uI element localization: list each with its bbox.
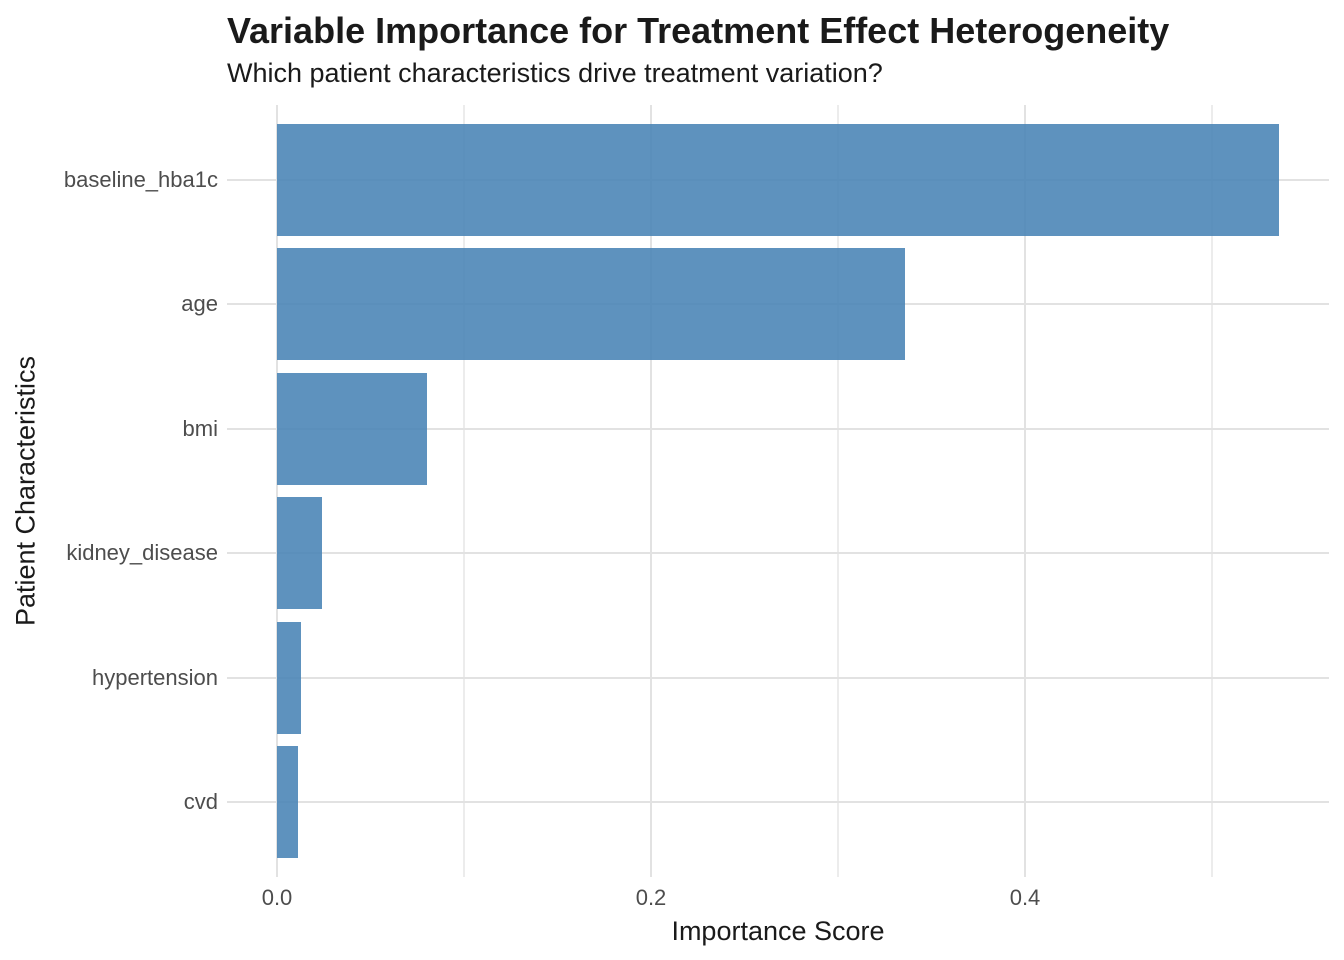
gridline-y-major — [227, 427, 1329, 430]
bar-age — [277, 248, 906, 361]
y-tick-label-baseline_hba1c: baseline_hba1c — [63, 166, 218, 192]
chart-subtitle: Which patient characteristics drive trea… — [227, 58, 883, 88]
gridline-y-major — [227, 552, 1329, 555]
chart-title: Variable Importance for Treatment Effect… — [227, 10, 1170, 51]
y-tick-label-kidney_disease: kidney_disease — [66, 540, 218, 566]
x-tick-label: 0.4 — [1009, 885, 1041, 910]
gridline-y-major — [227, 676, 1329, 679]
gridline-x-major — [276, 105, 278, 877]
y-tick-label-cvd: cvd — [183, 789, 218, 815]
gridline-x-major — [1024, 105, 1026, 877]
y-tick-label-bmi: bmi — [182, 415, 218, 441]
x-axis-title: Importance Score — [671, 916, 885, 946]
bar-baseline_hba1c — [277, 123, 1280, 236]
bar-hypertension — [277, 621, 302, 734]
y-tick-label-hypertension: hypertension — [92, 664, 218, 690]
bar-kidney_disease — [277, 497, 322, 610]
y-tick-label-age: age — [181, 291, 218, 317]
gridline-x-minor — [463, 105, 465, 877]
gridline-x-major — [650, 105, 652, 877]
bar-cvd — [277, 746, 298, 859]
gridline-x-minor — [1211, 105, 1213, 877]
y-axis-title: Patient Characteristics — [10, 355, 41, 627]
bar-bmi — [277, 372, 427, 485]
x-tick-label: 0.0 — [261, 885, 293, 910]
gridline-x-minor — [837, 105, 839, 877]
x-tick-label: 0.2 — [635, 885, 667, 910]
gridline-y-major — [227, 801, 1329, 804]
